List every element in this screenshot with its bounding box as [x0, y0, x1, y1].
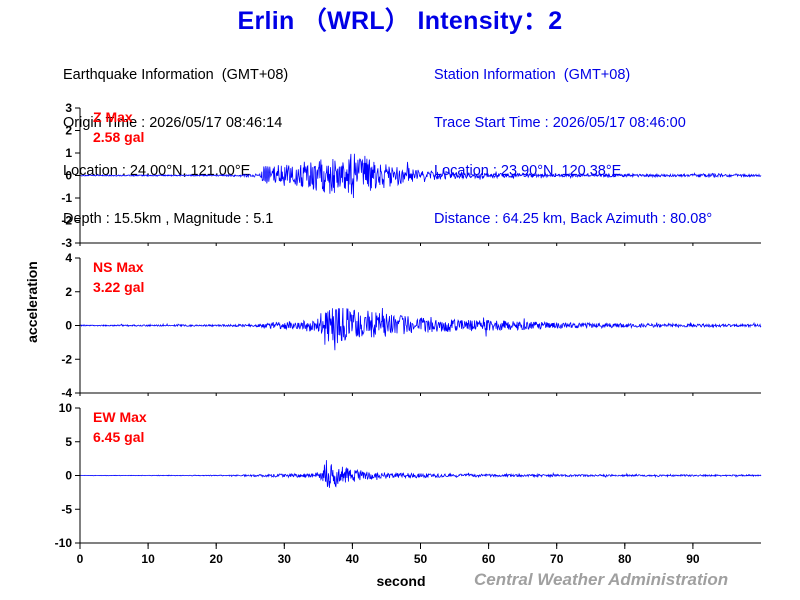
x-tick-label: 0 [77, 552, 84, 566]
y-tick-label: -4 [61, 386, 72, 400]
y-tick-label: -3 [61, 236, 72, 250]
x-tick-label: 90 [686, 552, 700, 566]
waveform-ew [79, 460, 762, 488]
waveform-z [79, 153, 762, 199]
origin-time: Origin Time : 2026/05/17 08:46:14 [63, 115, 283, 131]
max-label-ew: EW Max [93, 409, 147, 425]
waveform-ns [79, 307, 762, 351]
max-value-z: 2.58 gal [93, 129, 144, 145]
y-tick-label: -1 [61, 191, 72, 205]
earthquake-info-heading: Earthquake Information (GMT+08) [63, 67, 289, 83]
y-tick-label: 0 [65, 469, 72, 483]
x-tick-label: 50 [414, 552, 428, 566]
y-tick-label: 1 [65, 146, 72, 160]
x-tick-label: 40 [346, 552, 360, 566]
y-axis-title: acceleration [24, 261, 40, 343]
y-tick-label: 0 [65, 319, 72, 333]
y-tick-label: -2 [61, 214, 72, 228]
x-tick-label: 60 [482, 552, 496, 566]
trace-start-time: Trace Start Time : 2026/05/17 08:46:00 [434, 115, 686, 131]
depth-magnitude: Depth : 15.5km , Magnitude : 5.1 [63, 211, 274, 227]
y-tick-label: 5 [65, 435, 72, 449]
y-tick-label: -2 [61, 352, 72, 366]
y-tick-label: 2 [65, 124, 72, 138]
y-tick-label: 3 [65, 101, 72, 115]
chart-title: Erlin （WRL） Intensity：2 [237, 7, 563, 35]
station-distance: Distance : 64.25 km, Back Azimuth : 80.0… [434, 211, 713, 227]
max-label-z: Z Max [93, 109, 133, 125]
max-value-ew: 6.45 gal [93, 429, 144, 445]
station-info-heading: Station Information (GMT+08) [434, 67, 631, 83]
x-tick-label: 70 [550, 552, 564, 566]
x-tick-label: 10 [141, 552, 155, 566]
credit-text: Central Weather Administration [474, 570, 729, 589]
x-tick-label: 80 [618, 552, 632, 566]
y-tick-label: 2 [65, 285, 72, 299]
y-tick-label: 10 [59, 401, 73, 415]
y-tick-label: -10 [55, 536, 73, 550]
x-tick-label: 20 [210, 552, 224, 566]
y-tick-label: 0 [65, 169, 72, 183]
x-tick-label: 30 [278, 552, 292, 566]
max-value-ns: 3.22 gal [93, 279, 144, 295]
x-axis-title: second [376, 573, 425, 589]
max-label-ns: NS Max [93, 259, 144, 275]
y-tick-label: -5 [61, 502, 72, 516]
y-tick-label: 4 [65, 251, 72, 265]
earthquake-info: Earthquake Information (GMT+08) Origin T… [63, 35, 288, 243]
